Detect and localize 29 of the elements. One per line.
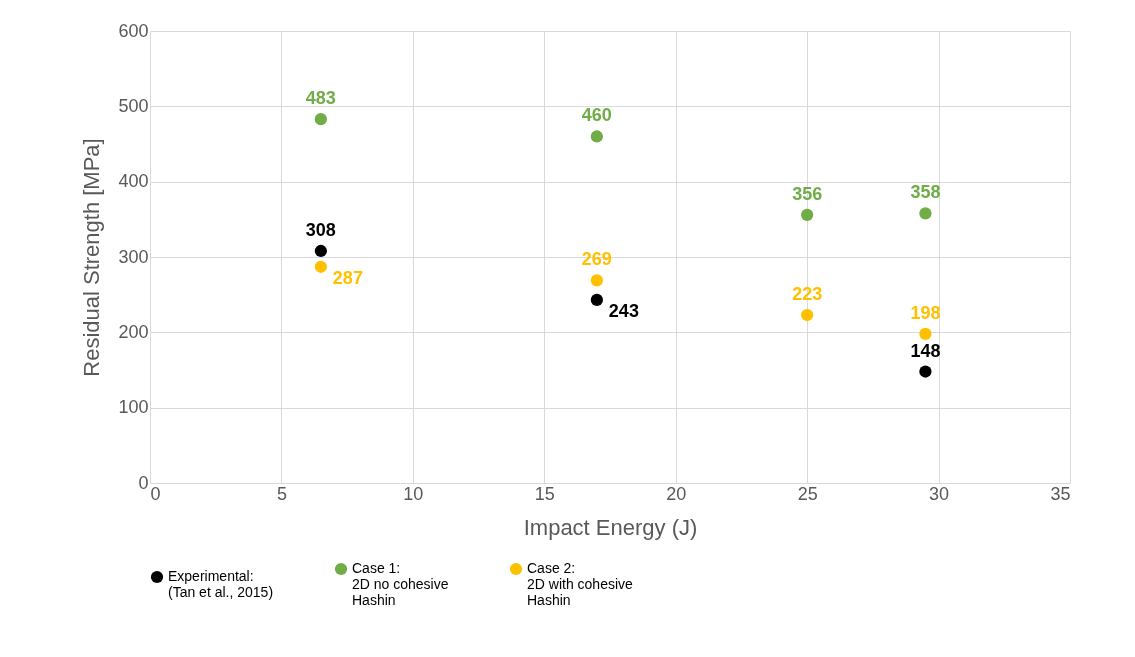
data-label: 358 bbox=[910, 182, 941, 203]
data-label: 287 bbox=[332, 267, 363, 288]
data-label: 269 bbox=[581, 249, 612, 270]
y-tick-label: 200 bbox=[118, 321, 149, 342]
y-axis-title: Residual Strength [MPa] bbox=[79, 138, 105, 377]
x-tick-label: 35 bbox=[1050, 483, 1071, 504]
y-tick-label: 500 bbox=[118, 95, 149, 116]
y-tick-label: 100 bbox=[118, 397, 149, 418]
x-tick-label: 10 bbox=[403, 483, 424, 504]
x-tick-label: 20 bbox=[666, 483, 687, 504]
data-label: 356 bbox=[792, 183, 823, 204]
x-axis-title: Impact Energy (J) bbox=[523, 514, 698, 540]
y-tick-label: 600 bbox=[118, 20, 149, 41]
data-label: 308 bbox=[305, 219, 336, 240]
x-tick-label: 25 bbox=[797, 483, 818, 504]
data-label: 223 bbox=[792, 284, 823, 305]
data-label: 460 bbox=[581, 105, 612, 126]
y-tick-label: 400 bbox=[118, 171, 149, 192]
legend-label: Experimental: (Tan et al., 2015) bbox=[168, 568, 274, 600]
legend-label: Case 2: 2D with cohesive Hashin bbox=[527, 560, 634, 608]
legend-label: Case 1: 2D no cohesive Hashin bbox=[352, 560, 449, 608]
data-label: 198 bbox=[910, 302, 941, 323]
data-label: 148 bbox=[910, 340, 941, 361]
x-tick-label: 5 bbox=[276, 483, 287, 504]
y-tick-label: 300 bbox=[118, 246, 149, 267]
x-tick-label: 30 bbox=[929, 483, 950, 504]
data-label: 483 bbox=[305, 88, 336, 109]
data-label: 243 bbox=[608, 300, 639, 321]
x-tick-label: 15 bbox=[534, 483, 555, 504]
